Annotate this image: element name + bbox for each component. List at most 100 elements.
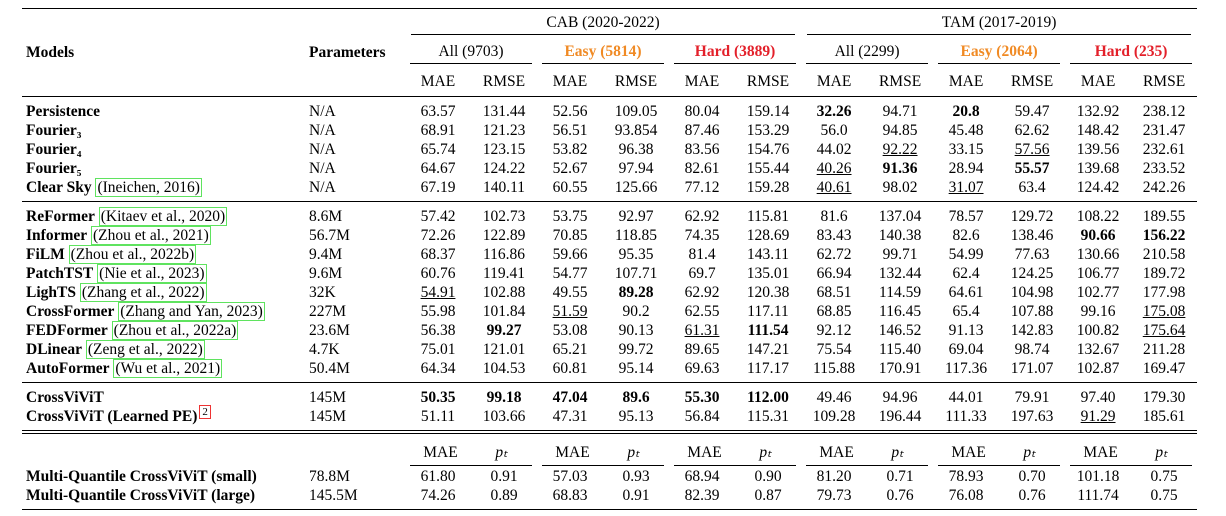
value-cell: 68.91 — [420, 122, 456, 139]
value-cell: 0.76 — [886, 487, 914, 505]
value-cell: 92.22 — [882, 141, 918, 158]
results-table: Models Parameters CAB (2020-2022) TAM (2017… — [22, 8, 1198, 511]
model-row: LighTS (Zhang et al., 2022) 32K 54.91 102.8… — [22, 283, 1197, 302]
value-cell: 210.58 — [1142, 246, 1186, 263]
value-cell: 107.71 — [614, 265, 658, 282]
value-cell: 131.44 — [482, 103, 526, 120]
value-cell: 99.18 — [486, 389, 522, 406]
metric-header: pₜ — [759, 443, 772, 461]
metric-header: MAE — [405, 67, 471, 97]
value-cell: 142.83 — [1010, 322, 1054, 339]
parameters-cell: 227M — [309, 303, 347, 320]
model-cell: Persistence — [22, 97, 305, 122]
value-cell: 159.28 — [746, 179, 790, 196]
model-cell: Fourier₅ — [22, 159, 305, 178]
model-row: PatchTST (Nie et al., 2023) 9.6M 60.76 119.… — [22, 264, 1197, 283]
value-cell: 185.61 — [1142, 408, 1186, 426]
citation[interactable]: (Zeng et al., 2022) — [85, 340, 205, 359]
model-row: Persistence N/A 63.57 131.44 52.56 109.05 80.0… — [22, 97, 1197, 122]
value-cell: 87.46 — [684, 122, 720, 139]
value-cell: 75.01 — [420, 341, 456, 358]
value-cell: 81.6 — [820, 208, 848, 225]
citation[interactable]: (Kitaev et al., 2020) — [98, 207, 228, 226]
metric-header: pₜ — [1023, 443, 1036, 461]
value-cell: 54.91 — [420, 284, 456, 301]
value-cell: 40.26 — [816, 160, 852, 177]
value-cell: 132.67 — [1076, 341, 1120, 358]
value-cell: 82.61 — [684, 160, 720, 177]
value-cell: 62.4 — [952, 265, 980, 282]
value-cell: 148.42 — [1076, 122, 1120, 139]
metric-header: pₜ — [627, 443, 640, 461]
model-name: CrossViViT — [26, 389, 104, 406]
value-cell: 99.71 — [882, 246, 918, 263]
parameters-cell: N/A — [309, 122, 336, 139]
value-cell: 124.25 — [1010, 265, 1054, 282]
value-cell: 56.38 — [420, 322, 456, 339]
value-cell: 61.80 — [420, 468, 456, 486]
value-cell: 120.38 — [746, 284, 790, 301]
citation[interactable]: (Zhou et al., 2022b) — [68, 245, 197, 264]
value-cell: 138.46 — [1010, 227, 1054, 244]
value-cell: 0.91 — [490, 468, 518, 486]
subset-name: Easy (5814) — [542, 41, 664, 64]
value-cell: 104.53 — [482, 360, 526, 377]
value-cell: 62.62 — [1014, 122, 1050, 139]
value-cell: 59.66 — [552, 246, 588, 263]
value-cell: 64.61 — [948, 284, 984, 301]
value-cell: 65.21 — [552, 341, 588, 358]
model-name: LighTS — [26, 284, 76, 301]
citation[interactable]: (Zhang et al., 2022) — [79, 283, 207, 302]
value-cell: 171.07 — [1010, 360, 1054, 377]
value-cell: 108.22 — [1076, 208, 1120, 225]
value-cell: 169.47 — [1142, 360, 1186, 377]
subset-header: Easy (2064) — [933, 38, 1065, 67]
value-cell: 62.92 — [684, 284, 720, 301]
citation[interactable]: (Wu et al., 2021) — [113, 359, 223, 378]
metric-header: MAE — [669, 67, 735, 97]
value-cell: 122.89 — [482, 227, 526, 244]
value-cell: 52.56 — [552, 103, 588, 120]
citation[interactable]: (Ineichen, 2016) — [95, 178, 202, 197]
value-cell: 137.04 — [878, 208, 922, 225]
value-cell: 93.854 — [614, 122, 658, 139]
value-cell: 111.54 — [747, 322, 789, 339]
value-cell: 69.7 — [688, 265, 716, 282]
model-name: Fourier₅ — [26, 160, 82, 177]
value-cell: 135.01 — [746, 265, 790, 282]
citation[interactable]: (Zhang and Yan, 2023) — [118, 302, 265, 321]
metric-pair: MAE pₜ — [1065, 432, 1197, 467]
value-cell: 112.00 — [747, 389, 789, 406]
footnote[interactable]: 2 — [199, 405, 211, 419]
metric-header: MAE — [537, 67, 603, 97]
value-cell: 159.14 — [746, 103, 790, 120]
value-cell: 99.72 — [618, 341, 654, 358]
value-cell: 124.42 — [1076, 179, 1120, 196]
model-name: Clear Sky — [26, 179, 92, 196]
value-cell: 89.65 — [684, 341, 720, 358]
metric-header: RMSE — [603, 67, 669, 97]
value-cell: 44.01 — [948, 389, 984, 406]
value-cell: 72.26 — [420, 227, 456, 244]
value-cell: 75.54 — [816, 341, 852, 358]
value-cell: 99.27 — [486, 322, 522, 339]
citation[interactable]: (Zhou et al., 2022a) — [111, 321, 239, 340]
table-section: MAE pₜ MAE pₜ MAE pₜ MAE pₜ MAE pₜ MAE pₜ Multi-Quan… — [22, 432, 1198, 510]
value-cell: 129.72 — [1010, 208, 1054, 225]
metric-header: MAE — [951, 443, 986, 461]
citation[interactable]: (Zhou et al., 2021) — [91, 226, 211, 245]
metric-header: MAE — [801, 67, 868, 97]
parameters-cell: 145.5M — [309, 487, 358, 505]
parameters-cell: N/A — [309, 179, 336, 196]
value-cell: 89.6 — [622, 389, 650, 406]
metric-header: MAE — [1083, 443, 1118, 461]
value-cell: 117.36 — [945, 360, 988, 377]
model-cell: AutoFormer (Wu et al., 2021) — [22, 359, 305, 383]
value-cell: 65.4 — [952, 303, 980, 320]
citation[interactable]: (Nie et al., 2023) — [97, 264, 207, 283]
value-cell: 76.08 — [948, 487, 984, 505]
value-cell: 100.82 — [1076, 322, 1120, 339]
model-name: Multi-Quantile CrossViViT (small) — [26, 468, 257, 486]
subset-name: Hard (3889) — [674, 41, 797, 64]
value-cell: 132.92 — [1076, 103, 1120, 120]
